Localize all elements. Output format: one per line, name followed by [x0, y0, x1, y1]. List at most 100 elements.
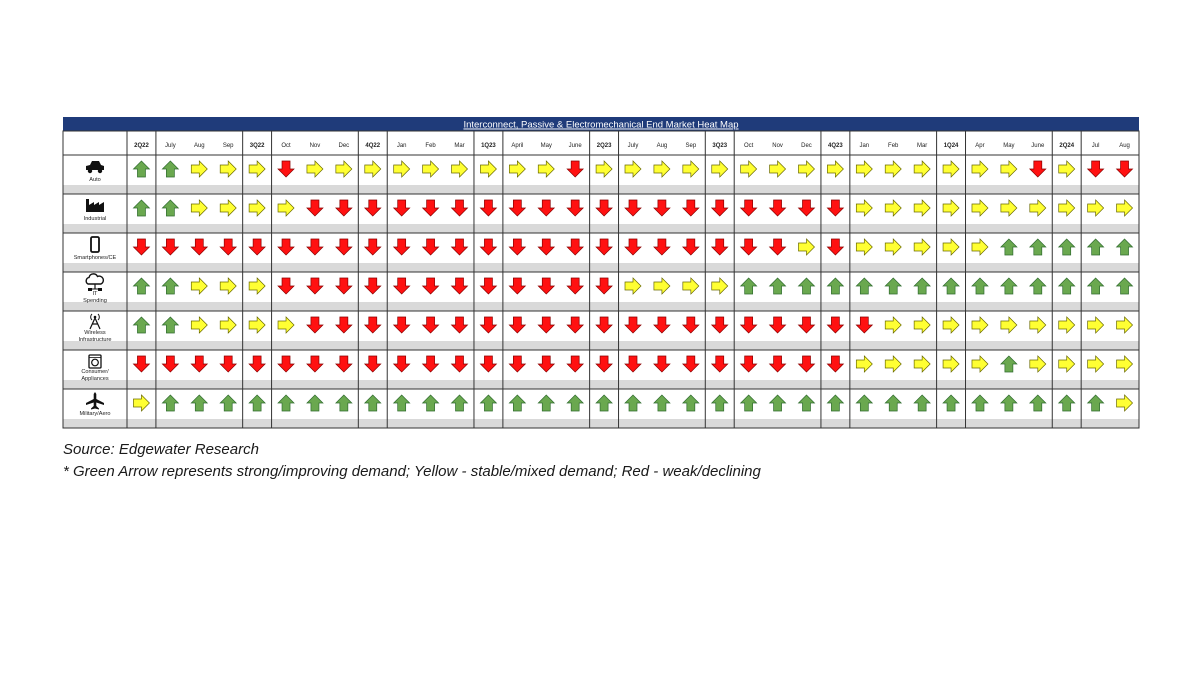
red-down-arrow	[248, 238, 266, 256]
green-up-arrow	[1086, 238, 1105, 256]
red-down-arrow	[710, 199, 729, 217]
yellow-right-arrow	[942, 199, 960, 217]
green-up-arrow	[913, 277, 931, 295]
antenna-icon	[89, 313, 101, 330]
yellow-right-arrow	[624, 277, 642, 295]
red-down-arrow	[335, 316, 353, 334]
red-down-arrow	[855, 316, 874, 334]
green-up-arrow	[479, 394, 498, 412]
column-header: May	[1003, 143, 1014, 149]
green-up-arrow	[1057, 394, 1076, 412]
antenna-waves	[90, 313, 100, 321]
yellow-right-arrow	[769, 160, 787, 178]
machine-door	[91, 358, 99, 367]
red-down-arrow	[566, 316, 585, 334]
red-down-arrow	[1115, 160, 1134, 178]
red-down-arrow	[797, 199, 816, 217]
yellow-right-arrow	[1000, 316, 1018, 334]
red-down-arrow	[624, 355, 642, 373]
red-down-arrow	[595, 238, 613, 256]
red-down-arrow	[421, 277, 440, 295]
yellow-right-arrow	[855, 238, 873, 256]
red-down-arrow	[653, 199, 671, 217]
yellow-right-arrow	[942, 316, 960, 334]
yellow-right-arrow	[913, 160, 931, 178]
yellow-right-arrow	[855, 355, 873, 373]
factory-shape	[86, 199, 104, 212]
row-label: Industrial	[84, 216, 107, 222]
phone-body	[90, 236, 100, 253]
car-wheel	[97, 168, 103, 174]
yellow-right-arrow	[1087, 199, 1105, 217]
column-header: 2Q24	[1059, 143, 1074, 149]
yellow-right-arrow	[884, 238, 902, 256]
red-down-arrow	[710, 355, 729, 373]
yellow-right-arrow	[913, 199, 931, 217]
column-header: June	[569, 143, 583, 149]
title-bar	[63, 117, 1139, 131]
yellow-right-arrow	[1029, 316, 1047, 334]
red-down-arrow	[132, 238, 151, 256]
red-down-arrow	[508, 316, 527, 334]
red-down-arrow	[132, 355, 151, 373]
yellow-right-arrow	[682, 277, 700, 295]
red-down-arrow	[392, 238, 411, 256]
airplane-shape	[86, 392, 104, 410]
column-header: 3Q22	[250, 143, 265, 149]
green-up-arrow	[161, 394, 180, 412]
column-header: Dec	[801, 143, 812, 149]
red-down-arrow	[335, 199, 353, 217]
column-header: Oct	[281, 143, 291, 149]
green-up-arrow	[335, 394, 353, 412]
red-down-arrow	[161, 355, 180, 373]
row-label: IT	[93, 291, 99, 297]
red-down-arrow	[421, 316, 440, 334]
yellow-right-arrow	[855, 199, 873, 217]
green-up-arrow	[566, 394, 585, 412]
green-up-arrow	[942, 277, 960, 295]
yellow-right-arrow	[653, 277, 671, 295]
red-down-arrow	[421, 199, 440, 217]
yellow-right-arrow	[942, 355, 960, 373]
green-up-arrow	[363, 394, 382, 412]
yellow-right-arrow	[219, 160, 237, 178]
red-down-arrow	[566, 238, 585, 256]
row-band	[63, 419, 1139, 428]
green-up-arrow	[161, 199, 180, 217]
column-header: Aug	[657, 143, 668, 149]
column-header: 4Q23	[828, 143, 843, 149]
car-icon	[86, 161, 104, 174]
red-down-arrow	[306, 355, 324, 373]
washing-machine-icon	[88, 354, 102, 369]
green-up-arrow	[1086, 394, 1105, 412]
red-down-arrow	[624, 316, 642, 334]
green-up-arrow	[739, 394, 758, 412]
car-body	[86, 161, 104, 170]
smartphone-icon	[90, 236, 100, 253]
column-header: 4Q22	[365, 143, 380, 149]
row-label: Smartphones/CE	[74, 255, 117, 261]
green-up-arrow	[277, 394, 295, 412]
yellow-right-arrow	[971, 316, 989, 334]
yellow-right-arrow	[884, 355, 902, 373]
green-up-arrow	[1028, 238, 1047, 256]
red-down-arrow	[797, 316, 816, 334]
green-up-arrow	[971, 394, 989, 412]
green-up-arrow	[913, 394, 931, 412]
red-down-arrow	[739, 316, 758, 334]
row-label: Military/Aero	[79, 411, 110, 417]
yellow-right-arrow	[913, 238, 931, 256]
red-down-arrow	[566, 277, 585, 295]
yellow-right-arrow	[913, 316, 931, 334]
yellow-right-arrow	[335, 160, 353, 178]
red-down-arrow	[681, 316, 700, 334]
yellow-right-arrow	[190, 199, 208, 217]
red-down-arrow	[190, 355, 209, 373]
green-up-arrow	[971, 277, 989, 295]
column-header: Aug	[1119, 143, 1130, 149]
green-up-arrow	[392, 394, 411, 412]
yellow-right-arrow	[653, 160, 671, 178]
yellow-right-arrow	[451, 160, 469, 178]
green-up-arrow	[508, 394, 527, 412]
yellow-right-arrow	[798, 238, 815, 256]
